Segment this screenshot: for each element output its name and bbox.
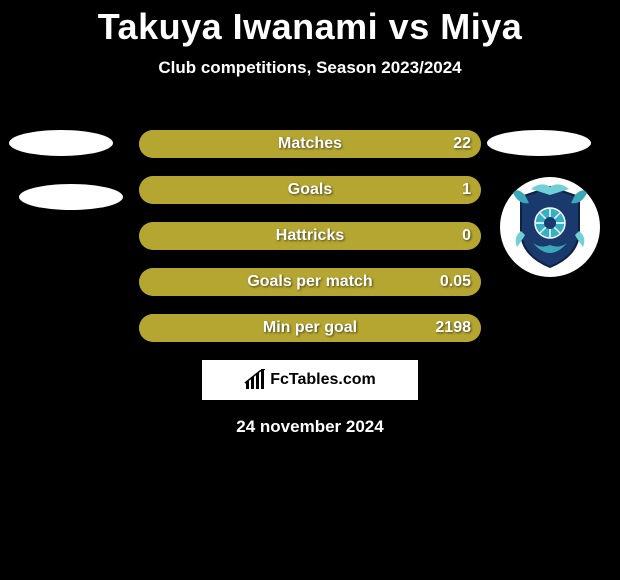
stat-value: 0 <box>462 227 471 245</box>
page-title: Takuya Iwanami vs Miya <box>0 6 620 48</box>
stat-value: 1 <box>462 181 471 199</box>
stat-label: Matches <box>278 135 342 153</box>
player1-ellipse-bottom <box>19 184 123 210</box>
stat-label: Hattricks <box>276 227 344 245</box>
stat-row: Matches 22 <box>139 130 481 158</box>
stat-label: Goals <box>288 181 332 199</box>
crest-icon <box>511 183 589 271</box>
page-subtitle: Club competitions, Season 2023/2024 <box>0 58 620 78</box>
stat-value: 2198 <box>435 319 471 337</box>
stat-row: Hattricks 0 <box>139 222 481 250</box>
player2-ellipse-top <box>487 130 591 156</box>
stat-row: Goals 1 <box>139 176 481 204</box>
stat-label: Min per goal <box>263 319 357 337</box>
footer-brand: FcTables.com <box>202 360 418 400</box>
stat-row: Min per goal 2198 <box>139 314 481 342</box>
stats-bars: Matches 22 Goals 1 Hattricks 0 Goals per… <box>139 130 481 360</box>
footer-brand-label: FcTables.com <box>270 371 376 389</box>
stat-value: 22 <box>453 135 471 153</box>
stat-value: 0.05 <box>440 273 471 291</box>
date-label: 24 november 2024 <box>0 417 620 437</box>
stat-label: Goals per match <box>247 273 372 291</box>
stat-row: Goals per match 0.05 <box>139 268 481 296</box>
player1-ellipse-top <box>9 130 113 156</box>
bar-chart-icon <box>244 369 266 391</box>
club-crest <box>500 177 600 277</box>
comparison-infographic: Takuya Iwanami vs Miya Club competitions… <box>0 6 620 580</box>
